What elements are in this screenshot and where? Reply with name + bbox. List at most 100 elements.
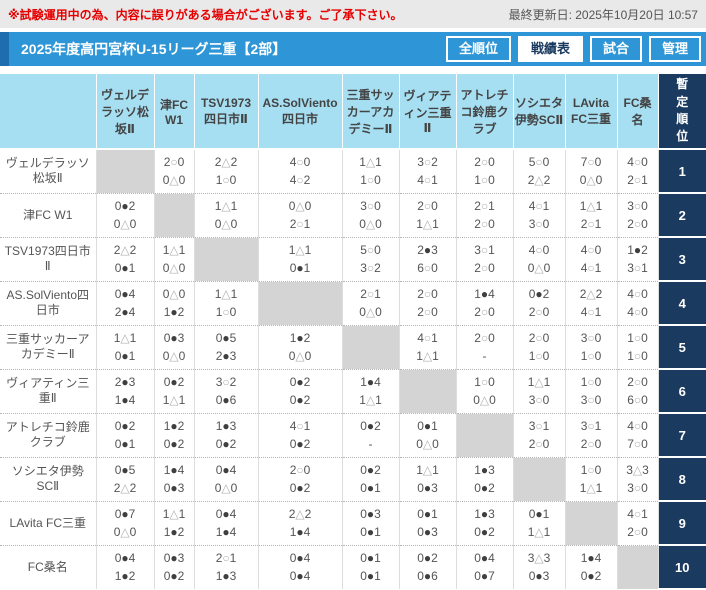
result-leg: 0△0	[162, 173, 186, 188]
result-cell: 0●1 0●3	[399, 500, 457, 545]
result-leg: 1●4	[114, 393, 136, 407]
result-cell: 1●2 0△0	[258, 324, 343, 369]
result-cell: 0●4 2●4	[96, 280, 155, 325]
result-cell: 4○0 0△0	[513, 236, 566, 281]
result-leg: 0△0	[214, 481, 238, 495]
result-leg: 1●3	[474, 507, 495, 521]
result-cell: 0●4 0●7	[456, 544, 514, 589]
result-cell: 1△1 1○0	[194, 280, 259, 325]
nav-button-record-table[interactable]: 戦績表	[517, 36, 583, 62]
rank-cell: 8	[658, 457, 706, 502]
column-header-team: TSV1973四日市Ⅱ	[194, 74, 259, 150]
result-cell: 1△1 0●1	[96, 324, 155, 369]
result-leg: 1●4	[215, 525, 237, 539]
result-cell: 4○0 7○0	[617, 412, 659, 457]
result-leg: 0△0	[527, 261, 551, 275]
result-leg: 0△0	[162, 261, 186, 275]
result-leg: 0●4	[114, 551, 136, 566]
result-cell: 3○2 0●6	[194, 368, 259, 413]
result-cell: 2△2 1●4	[258, 500, 343, 545]
result-leg: 0●5	[215, 331, 237, 345]
column-header-team: 津FC W1	[154, 74, 195, 150]
result-leg: 0●1	[528, 507, 550, 521]
result-leg: 4○1	[580, 305, 602, 319]
header-row: ヴェルデラッソ松坂Ⅱ 津FC W1 TSV1973四日市Ⅱ AS.SolViento四…	[0, 74, 706, 150]
result-cell: 0●2 0△0	[96, 192, 155, 237]
rank-cell: 7	[658, 413, 706, 458]
result-leg: 0△0	[359, 305, 382, 319]
result-leg: 4○0	[627, 155, 648, 170]
result-cell: 3○1 2○0	[565, 412, 618, 457]
rank-header-label: 暫定順位	[676, 77, 689, 144]
title-bar: 2025年度高円宮杯U-15リーグ三重【2部】 全順位 戦績表 試合 管理	[0, 32, 706, 66]
result-leg: 0●3	[417, 525, 438, 539]
result-leg: 1△1	[162, 243, 186, 257]
table-row: ヴィアティン三重Ⅱ 2●3 1●4 0●2 1△1 3○2 0●6 0●2 0●2 1●4 1△1 1…	[0, 368, 706, 414]
result-cell: 2○1 1●3	[194, 544, 259, 589]
result-leg: 2○0	[580, 437, 602, 451]
result-leg: 0△0	[162, 287, 186, 301]
result-cell: 3○1 2○0	[513, 412, 566, 457]
result-cell: 2○0 1○0	[456, 149, 514, 193]
result-leg: 3○2	[215, 375, 237, 389]
result-leg: 2○0	[627, 375, 648, 389]
result-leg: 0△0	[113, 525, 137, 539]
rank-cell: 6	[658, 369, 706, 414]
result-leg: 1●2	[163, 419, 185, 433]
result-leg: 7○0	[627, 437, 648, 451]
result-cell: 1●4 0●2	[565, 544, 618, 589]
result-leg: 4○0	[627, 419, 648, 433]
result-leg: 0●2	[163, 375, 185, 389]
table-row: ソシエタ伊勢SCⅡ 0●5 2△2 1●4 0●3 0●4 0△0 2○0 0●2 0●2 0●1 1…	[0, 456, 706, 502]
result-cell: 1○0 3○0	[565, 368, 618, 413]
result-leg: 0△0	[579, 173, 603, 188]
result-cell: 2△2 4○1	[565, 280, 618, 325]
nav-button-manage[interactable]: 管理	[648, 36, 701, 62]
table-row: FC桑名 0●4 1●2 0●3 0●2 2○1 1●3 0●4 0●4 0●1 0●1 0●2 0●6…	[0, 544, 706, 590]
result-leg: 1△1	[579, 199, 603, 213]
result-leg: 4○0	[627, 287, 648, 301]
result-leg: 1△1	[416, 349, 439, 363]
rank-cell: 1	[658, 149, 706, 194]
result-leg: 6○0	[627, 393, 648, 407]
nav-button-all-rankings[interactable]: 全順位	[445, 36, 511, 62]
result-leg: 1●3	[215, 569, 237, 584]
result-leg: 2○1	[215, 551, 237, 566]
result-leg: 1●3	[215, 419, 237, 433]
result-cell: 1△1 0●3	[399, 456, 457, 501]
result-leg: 1△1	[113, 331, 137, 345]
result-leg: 0●3	[163, 481, 185, 495]
result-cell: 1○0 1△1	[565, 456, 618, 501]
result-leg: 1○0	[474, 173, 495, 188]
result-cell: 2△2 1○0	[194, 149, 259, 193]
column-header-team: ソシエタ伊勢SCⅡ	[513, 74, 566, 150]
result-leg: 2○0	[474, 305, 495, 319]
result-cell: 0●4 1●4	[194, 500, 259, 545]
results-table: ヴェルデラッソ松坂Ⅱ 津FC W1 TSV1973四日市Ⅱ AS.SolViento四…	[0, 74, 706, 590]
result-cell: 0●1 0●1	[342, 544, 400, 589]
result-leg: 4○0	[627, 305, 648, 319]
result-leg: 3○1	[474, 243, 495, 257]
result-cell: 2●3 6○0	[399, 236, 457, 281]
result-cell: 0●2 0●1	[96, 412, 155, 457]
result-leg: 1△1	[214, 287, 238, 301]
row-header-team: AS.SolViento四日市	[0, 280, 97, 325]
result-leg: 3○0	[528, 393, 550, 407]
rank-cell: 2	[658, 193, 706, 238]
result-leg: 1△1	[162, 393, 186, 407]
result-leg: 0●3	[528, 569, 550, 584]
result-leg: 0●3	[163, 331, 185, 345]
result-leg: 2○0	[528, 437, 550, 451]
result-leg: 0●4	[215, 463, 237, 477]
result-cell: 0●3 0△0	[154, 324, 195, 369]
diagonal-cell	[617, 544, 659, 589]
result-leg: 1●4	[289, 525, 311, 539]
result-cell: 2○0 1△1	[399, 192, 457, 237]
result-cell: 1○0 1○0	[617, 324, 659, 369]
result-leg: 0●2	[417, 551, 438, 566]
result-cell: 3○1 2○0	[456, 236, 514, 281]
diagonal-cell	[258, 280, 343, 325]
result-cell: 1△1 3○0	[513, 368, 566, 413]
result-leg: 1△1	[579, 481, 603, 495]
nav-button-matches[interactable]: 試合	[589, 36, 642, 62]
